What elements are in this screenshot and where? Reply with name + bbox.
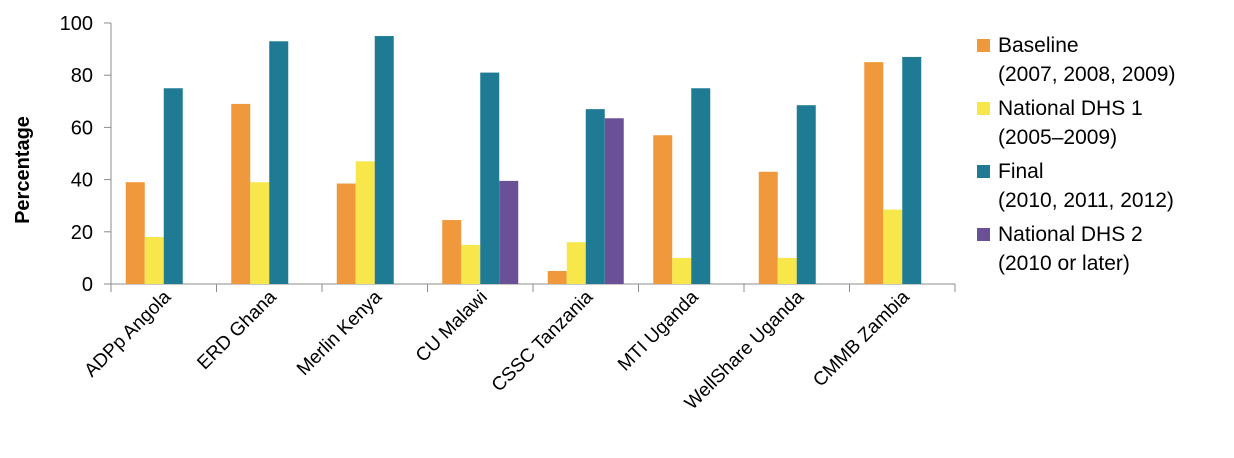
legend-label: National DHS 2	[998, 223, 1143, 246]
bar-baseline	[547, 270, 567, 284]
bar-final	[163, 88, 183, 284]
bar-final	[374, 36, 394, 284]
x-category-label: Merlin Kenya	[293, 286, 387, 380]
legend-label: (2005–2009)	[998, 126, 1117, 149]
legend-label: (2010, 2011, 2012)	[998, 189, 1174, 212]
legend-swatch-national-dhs-2	[977, 228, 990, 241]
y-tick-label: 100	[60, 13, 93, 35]
bar-national-dhs-1	[461, 244, 481, 284]
legend-swatch-baseline	[977, 39, 990, 52]
x-category-label: ERD Ghana	[193, 286, 281, 374]
bar-final	[796, 105, 816, 284]
plot-area: 0 20 40 60 80 100 ADPp Angola ERD Ghana Merlin K…	[60, 13, 956, 414]
bar-national-dhs-2	[604, 118, 624, 284]
legend-swatch-national-dhs-1	[977, 102, 990, 115]
legend-label: Baseline	[998, 34, 1079, 57]
y-tick-label: 40	[71, 170, 93, 192]
bar-final	[480, 72, 500, 284]
bar-baseline	[231, 103, 251, 284]
legend-swatch-final	[977, 165, 990, 178]
bar-baseline	[336, 183, 356, 284]
bar-national-dhs-1	[566, 242, 586, 284]
y-tick-label: 20	[71, 222, 93, 244]
bar-final	[902, 56, 922, 285]
bar-national-dhs-1	[250, 182, 270, 284]
y-tick-label: 0	[82, 274, 93, 296]
y-tick-label: 80	[71, 65, 93, 87]
y-axis-title: Percentage	[12, 116, 34, 224]
bar-baseline	[864, 62, 884, 285]
bar-baseline	[758, 171, 778, 284]
x-category-label: CSSC Tanzania	[488, 286, 598, 396]
bar-baseline	[653, 135, 673, 284]
y-tick-label: 60	[71, 117, 93, 139]
legend-label: National DHS 1	[998, 97, 1143, 120]
bar-baseline	[125, 182, 145, 284]
bar-national-dhs-2	[499, 180, 519, 284]
x-category-label: ADPp Angola	[81, 286, 176, 381]
x-category-label: CMMB Zambia	[809, 286, 914, 391]
bar-national-dhs-1	[144, 237, 164, 284]
bar-baseline	[442, 220, 462, 284]
x-category-label: WellShare Uganda	[681, 286, 809, 414]
legend-label: (2007, 2008, 2009)	[998, 63, 1175, 86]
bar-final	[691, 88, 711, 284]
x-category-label: MTI Uganda	[614, 286, 703, 375]
bar-national-dhs-1	[777, 257, 797, 284]
x-category-label: CU Malawi	[412, 287, 492, 367]
bar-national-dhs-1	[355, 161, 375, 284]
legend-label: Final	[998, 160, 1044, 183]
bar-final	[269, 41, 289, 284]
bar-national-dhs-1	[883, 209, 903, 284]
bar-final	[585, 109, 605, 284]
legend-label: (2010 or later)	[998, 252, 1130, 275]
bar-national-dhs-1	[672, 257, 692, 284]
legend: Baseline (2007, 2008, 2009) National DHS 1…	[977, 34, 1175, 275]
